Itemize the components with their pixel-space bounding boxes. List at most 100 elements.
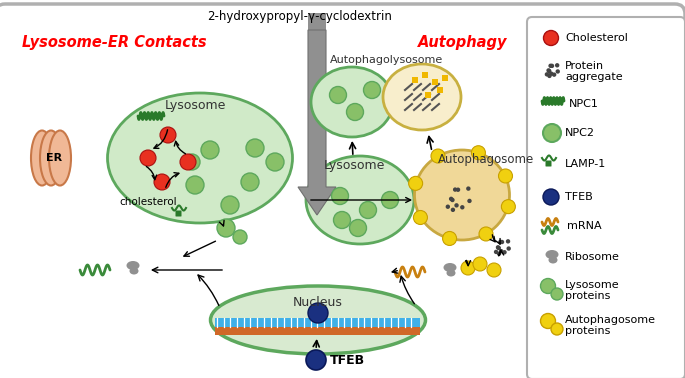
Ellipse shape	[549, 257, 558, 263]
Text: Autophagosome: Autophagosome	[565, 315, 656, 325]
Text: NPC2: NPC2	[565, 128, 595, 138]
Circle shape	[555, 63, 560, 68]
Circle shape	[140, 150, 156, 166]
FancyBboxPatch shape	[175, 211, 182, 217]
Circle shape	[217, 219, 235, 237]
Circle shape	[160, 127, 176, 143]
Circle shape	[556, 69, 560, 74]
Circle shape	[443, 231, 457, 245]
Circle shape	[246, 139, 264, 157]
Circle shape	[186, 176, 204, 194]
FancyArrow shape	[298, 30, 336, 215]
Circle shape	[494, 250, 498, 254]
Circle shape	[450, 198, 455, 202]
Bar	[422, 72, 428, 78]
Bar	[215, 327, 420, 335]
Text: TFEB: TFEB	[330, 353, 365, 367]
Text: proteins: proteins	[565, 326, 610, 336]
Circle shape	[499, 249, 503, 253]
Circle shape	[498, 240, 503, 244]
Circle shape	[549, 64, 553, 68]
Circle shape	[349, 220, 366, 237]
Text: Autophagy: Autophagy	[418, 35, 508, 50]
Circle shape	[456, 187, 460, 192]
Circle shape	[233, 230, 247, 244]
Ellipse shape	[383, 64, 461, 130]
Ellipse shape	[210, 286, 425, 354]
Circle shape	[201, 141, 219, 159]
Bar	[215, 318, 420, 327]
Circle shape	[487, 263, 501, 277]
Bar	[442, 75, 448, 81]
Text: proteins: proteins	[565, 291, 610, 301]
Bar	[437, 87, 443, 93]
Circle shape	[540, 279, 556, 293]
Circle shape	[360, 201, 377, 218]
Ellipse shape	[127, 261, 140, 270]
Bar	[425, 92, 431, 98]
Circle shape	[543, 189, 559, 205]
Circle shape	[334, 212, 351, 228]
Text: mRNA: mRNA	[567, 221, 601, 231]
Circle shape	[221, 196, 239, 214]
Circle shape	[409, 177, 423, 191]
Circle shape	[414, 211, 427, 225]
Text: Lysosome: Lysosome	[323, 160, 385, 172]
Circle shape	[497, 246, 501, 250]
Text: 2-hydroxypropyl-γ-cyclodextrin: 2-hydroxypropyl-γ-cyclodextrin	[208, 10, 393, 23]
Circle shape	[451, 208, 455, 212]
Circle shape	[547, 74, 551, 78]
Text: Lysosome: Lysosome	[565, 280, 620, 290]
FancyBboxPatch shape	[0, 4, 685, 378]
Circle shape	[431, 149, 445, 163]
Text: Nucleus: Nucleus	[293, 296, 343, 308]
Text: NPC1: NPC1	[569, 99, 599, 109]
Text: Autophagosome: Autophagosome	[438, 153, 534, 166]
Ellipse shape	[311, 67, 393, 137]
Text: Cholesterol: Cholesterol	[565, 33, 628, 43]
Circle shape	[473, 257, 487, 271]
Circle shape	[460, 205, 464, 209]
Text: ER: ER	[46, 153, 62, 163]
Bar	[412, 77, 418, 83]
Text: cholesterol: cholesterol	[119, 197, 177, 207]
Text: Protein: Protein	[565, 61, 604, 71]
Circle shape	[551, 323, 563, 335]
Text: TFEB: TFEB	[565, 192, 593, 202]
Bar	[432, 79, 438, 85]
Text: Autophagolysosome: Autophagolysosome	[330, 55, 444, 65]
Circle shape	[506, 239, 510, 243]
Text: LAMP-1: LAMP-1	[565, 159, 606, 169]
Circle shape	[266, 153, 284, 171]
Text: Ribosome: Ribosome	[565, 252, 620, 262]
Circle shape	[500, 240, 504, 244]
Circle shape	[180, 154, 196, 170]
Circle shape	[467, 199, 472, 203]
Ellipse shape	[40, 130, 62, 186]
Circle shape	[479, 227, 493, 241]
Circle shape	[543, 124, 561, 142]
Circle shape	[454, 203, 459, 208]
Ellipse shape	[129, 268, 138, 274]
FancyBboxPatch shape	[545, 161, 551, 166]
Circle shape	[461, 261, 475, 275]
Circle shape	[308, 303, 328, 323]
Text: Lysosome: Lysosome	[164, 99, 225, 112]
Circle shape	[502, 250, 507, 254]
Text: aggregate: aggregate	[565, 72, 623, 82]
Circle shape	[154, 174, 170, 190]
FancyBboxPatch shape	[527, 17, 685, 378]
Circle shape	[547, 69, 551, 73]
Circle shape	[382, 192, 399, 209]
Ellipse shape	[31, 130, 53, 186]
Circle shape	[552, 73, 556, 77]
Circle shape	[550, 64, 554, 68]
Ellipse shape	[108, 93, 292, 223]
Ellipse shape	[49, 130, 71, 186]
Ellipse shape	[414, 150, 510, 240]
Circle shape	[466, 186, 471, 191]
Circle shape	[496, 245, 500, 249]
Circle shape	[501, 200, 515, 214]
Circle shape	[364, 82, 380, 99]
Text: Lysosome-ER Contacts: Lysosome-ER Contacts	[22, 35, 207, 50]
